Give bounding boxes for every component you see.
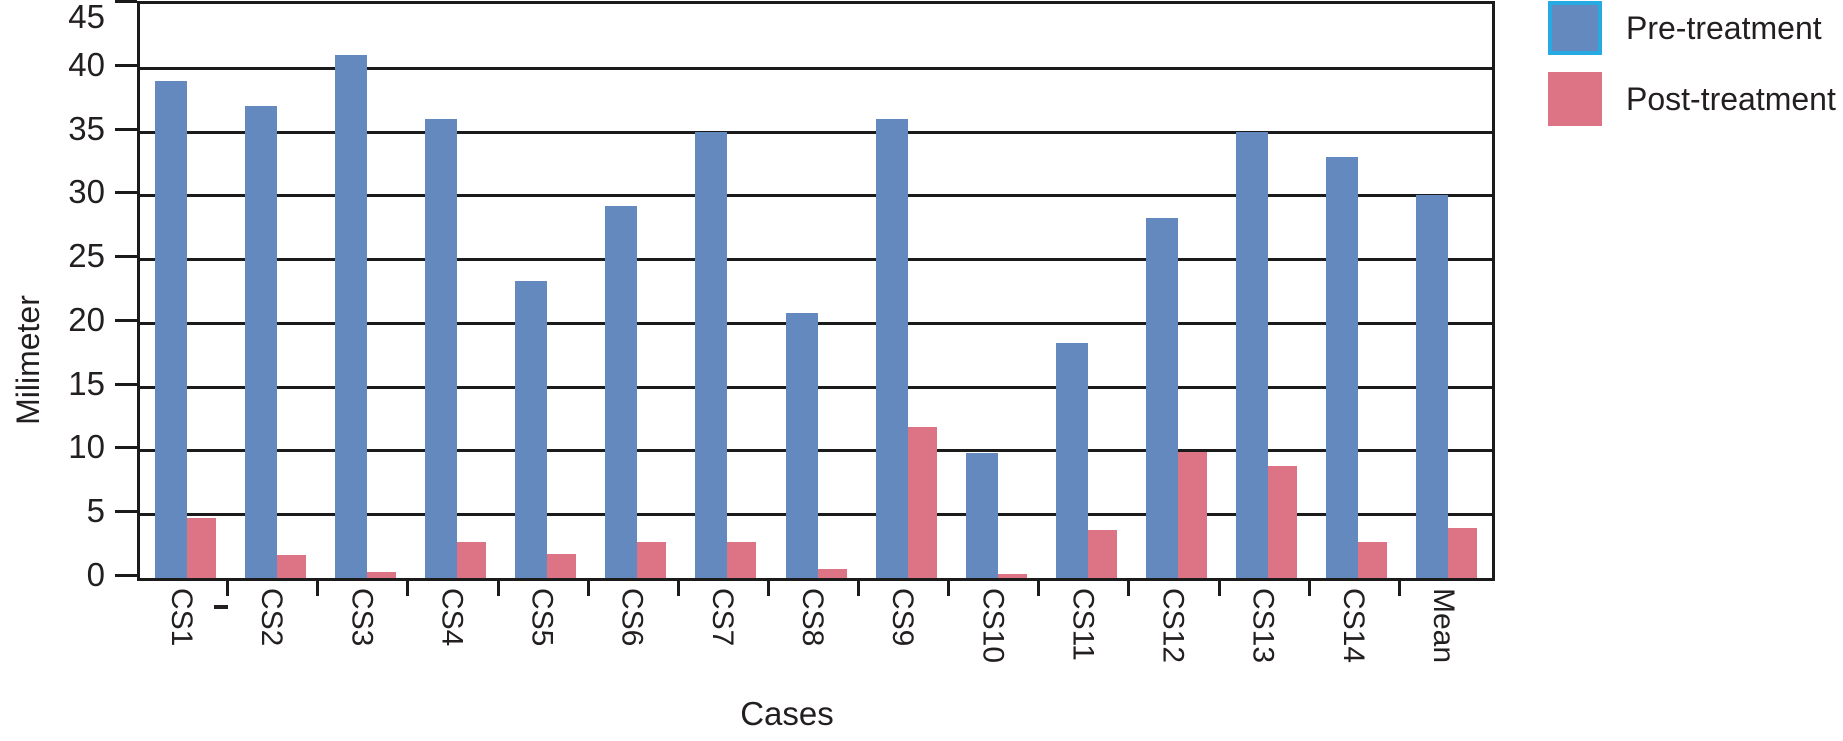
bar-post-cs1 (186, 518, 216, 578)
bar-pre-cs11 (1055, 343, 1088, 578)
y-tick-label-25: 25 (68, 237, 105, 275)
gridline-y-40 (140, 66, 1492, 70)
y-tick-mark-10 (115, 446, 137, 450)
y-tick-label-20: 20 (68, 300, 105, 338)
legend-row-pre-treatment: Pre-treatment (1548, 1, 1836, 55)
y-tick-mark-40 (115, 63, 137, 67)
y-tick-mark-45 (115, 0, 137, 3)
bar-post-cs12 (1178, 452, 1208, 578)
x-tick-mark-5 (586, 578, 590, 596)
legend-row-post-treatment: Post-treatment (1548, 72, 1836, 126)
bar-post-cs2 (276, 555, 306, 578)
x-tick-label-cs14: CS14 (1336, 588, 1370, 664)
bar-pre-cs6 (605, 206, 638, 578)
x-tick-mark-3 (406, 578, 410, 596)
x-tick-label-cs8: CS8 (796, 588, 829, 647)
bar-pre-cs5 (515, 281, 548, 578)
legend-label-pre-treatment: Pre-treatment (1626, 9, 1822, 46)
x-tick-label-cs13: CS13 (1246, 588, 1280, 664)
y-tick-mark-25 (115, 255, 137, 259)
bar-pre-cs12 (1146, 218, 1179, 578)
bar-post-cs10 (997, 574, 1027, 578)
bar-post-cs9 (907, 427, 937, 578)
x-tick-mark-6 (676, 578, 680, 596)
y-tick-label-40: 40 (68, 45, 105, 83)
x-tick-label-cs1: CS1 (165, 588, 199, 647)
x-tick-label-cs5: CS5 (525, 588, 559, 647)
bar-post-cs7 (727, 542, 757, 578)
x-tick-mark-9 (947, 578, 951, 596)
bar-pre-cs2 (244, 106, 277, 578)
x-tick-label-cs3: CS3 (345, 588, 379, 647)
y-tick-mark-5 (115, 510, 137, 514)
y-tick-mark-30 (115, 191, 137, 195)
legend-label-post-treatment: Post-treatment (1626, 80, 1836, 117)
x-tick-label-mean: Mean (1426, 588, 1460, 664)
plot-area (137, 1, 1495, 581)
x-tick-mark-12 (1217, 578, 1221, 596)
x-tick-mark-7 (766, 578, 770, 596)
x-tick-mark-11 (1127, 578, 1131, 596)
y-tick-mark-0 (115, 574, 137, 577)
x-tick-mark-13 (1307, 578, 1311, 596)
gridline-y-30 (140, 194, 1492, 198)
bar-pre-cs10 (965, 453, 998, 578)
legend: Pre-treatment Post-treatment (1548, 1, 1836, 126)
bar-pre-cs9 (875, 119, 908, 578)
bar-post-cs3 (366, 572, 396, 578)
bar-pre-cs4 (424, 119, 457, 578)
bar-post-cs13 (1268, 466, 1298, 578)
x-tick-label-cs9: CS9 (886, 588, 920, 647)
bar-post-cs6 (637, 542, 667, 578)
y-tick-label-30: 30 (68, 173, 105, 211)
y-tick-label-35: 35 (68, 109, 105, 147)
legend-swatch-post-treatment (1548, 72, 1602, 126)
x-axis-title: Cases (740, 695, 834, 732)
x-tick-label-cs4: CS4 (435, 588, 469, 647)
x-tick-mark-10 (1037, 578, 1041, 596)
bar-pre-cs14 (1326, 157, 1359, 578)
bar-post-cs8 (817, 569, 847, 578)
bar-post-mean (1448, 528, 1478, 578)
bar-pre-cs3 (334, 55, 367, 578)
gridline-y-35 (140, 130, 1492, 134)
x-tick-mark-1 (226, 578, 230, 596)
bar-post-cs5 (547, 554, 577, 578)
x-tick-label-cs2: CS2 (255, 588, 289, 647)
bar-post-cs4 (456, 542, 486, 578)
cs1-stray-dash-artifact (214, 605, 228, 609)
bar-pre-cs7 (695, 132, 728, 578)
bar-post-cs11 (1087, 530, 1117, 578)
y-tick-label-10: 10 (68, 428, 105, 466)
y-tick-label-15: 15 (68, 364, 105, 402)
bar-post-cs14 (1358, 542, 1388, 578)
y-tick-label-45: 45 (68, 0, 105, 35)
y-tick-label-0: 0 (86, 556, 105, 593)
bar-pre-cs1 (154, 81, 187, 578)
gridline-y-25 (140, 258, 1492, 262)
x-tick-mark-8 (857, 578, 861, 596)
y-axis-title: Milimeter (10, 295, 46, 425)
bar-pre-mean (1416, 195, 1449, 578)
bar-pre-cs13 (1236, 132, 1269, 578)
x-tick-label-cs10: CS10 (976, 588, 1010, 664)
y-tick-mark-15 (115, 382, 137, 386)
x-tick-mark-14 (1397, 578, 1401, 596)
y-tick-mark-20 (115, 318, 137, 322)
x-tick-label-cs11: CS11 (1066, 588, 1100, 661)
legend-swatch-pre-treatment (1548, 1, 1602, 55)
x-tick-label-cs7: CS7 (705, 588, 739, 647)
x-tick-mark-2 (316, 578, 320, 596)
x-tick-label-cs6: CS6 (615, 588, 649, 647)
y-tick-mark-35 (115, 127, 137, 131)
y-tick-label-5: 5 (86, 492, 105, 530)
x-tick-label-cs12: CS12 (1156, 588, 1190, 664)
x-tick-mark-4 (496, 578, 500, 596)
bar-pre-cs8 (785, 313, 818, 578)
